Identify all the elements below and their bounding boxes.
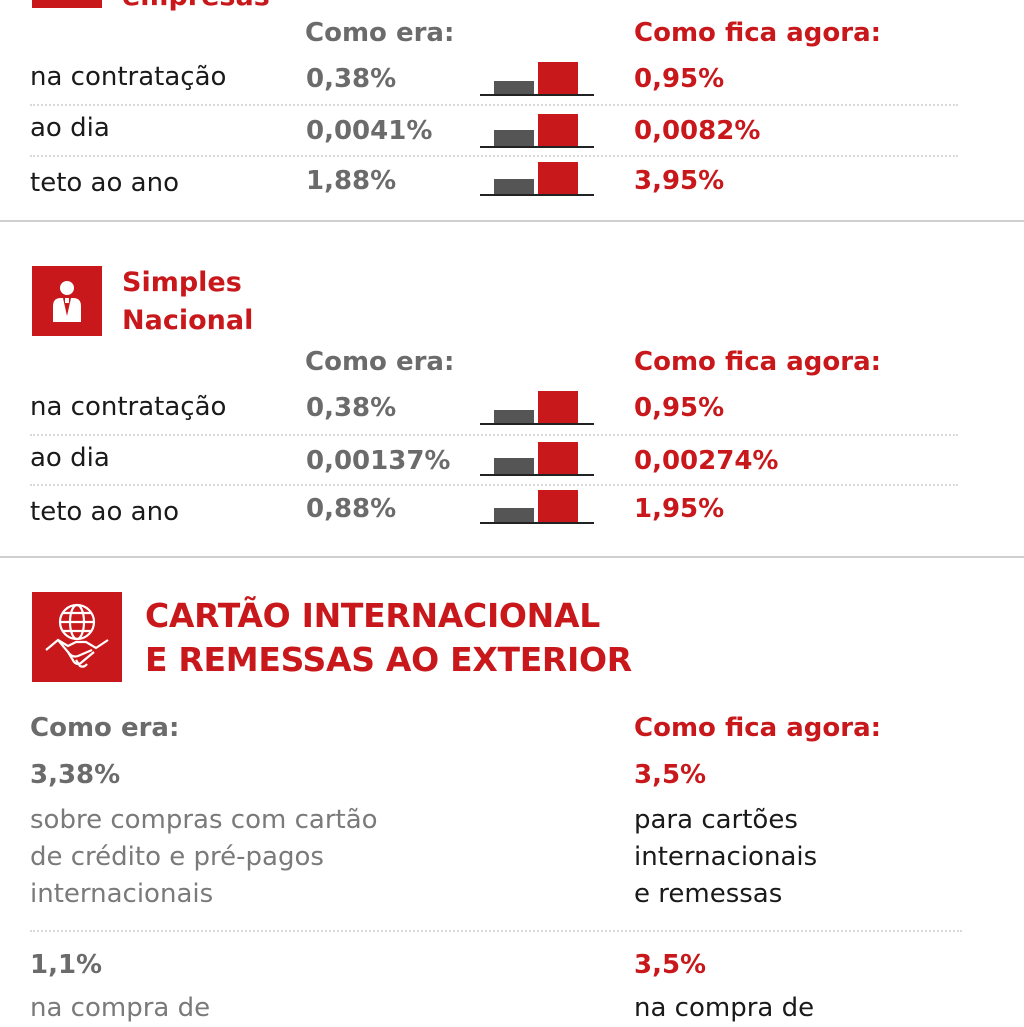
cartao-item1-new-value: 3,5% [634, 760, 707, 790]
cartao-item1-new-desc: para cartões internacionais e remessas [634, 805, 818, 909]
cartao-item1-old-value: 3,38% [30, 760, 121, 790]
cartao-col-new: Como fica agora: [634, 713, 882, 743]
new-bar [538, 442, 578, 474]
empresas-row-old: 0,0041% [306, 116, 433, 146]
empresas-row-new: 0,0082% [634, 116, 761, 146]
cartao-title-line2: E REMESSAS AO EXTERIOR [145, 640, 632, 679]
simples-title-line2: Nacional [122, 305, 254, 336]
simples-row-old: 0,38% [306, 393, 397, 423]
empresas-icon [32, 0, 102, 8]
simples-row-new: 0,00274% [634, 446, 779, 476]
cartao-item2-new-desc: na compra de [634, 993, 815, 1023]
globe-handshake-icon [32, 592, 122, 682]
simples-row-label: teto ao ano [30, 497, 179, 527]
simples-row-new: 1,95% [634, 494, 725, 524]
empresas-bar-chart [480, 56, 594, 96]
old-bar [494, 179, 534, 194]
empresas-row-old: 1,88% [306, 166, 397, 196]
simples-title-line1: Simples [122, 267, 242, 298]
new-bar [538, 162, 578, 194]
empresas-row-new: 0,95% [634, 64, 725, 94]
empresas-row-label: teto ao ano [30, 168, 179, 198]
cartao-item2-old-desc: na compra de [30, 993, 211, 1023]
simples-row-old: 0,88% [306, 494, 397, 524]
simples-bar-chart [480, 385, 594, 425]
cartao-item2-old-value: 1,1% [30, 950, 103, 980]
new-bar [538, 114, 578, 146]
empresas-title: empresas [122, 0, 270, 16]
old-bar [494, 508, 534, 522]
person-icon [32, 266, 102, 336]
new-bar [538, 490, 578, 522]
empresas-row-label: na contratação [30, 62, 227, 92]
old-bar [494, 458, 534, 474]
cartao-col-old: Como era: [30, 713, 180, 743]
empresas-row-label: ao dia [30, 113, 110, 143]
empresas-row-old: 0,38% [306, 64, 397, 94]
empresas-row-new: 3,95% [634, 166, 725, 196]
simples-col-new: Como fica agora: [634, 347, 882, 377]
simples-row-label: na contratação [30, 392, 227, 422]
simples-col-old: Como era: [305, 347, 455, 377]
cartao-item2-new-value: 3,5% [634, 950, 707, 980]
cartao-item1-old-desc: sobre compras com cartão de crédito e pr… [30, 805, 378, 909]
old-bar [494, 130, 534, 146]
new-bar [538, 391, 578, 423]
simples-row-label: ao dia [30, 443, 110, 473]
new-bar [538, 62, 578, 94]
simples-row-new: 0,95% [634, 393, 725, 423]
simples-row-old: 0,00137% [306, 446, 451, 476]
empresas-col-old: Como era: [305, 18, 455, 48]
cartao-title-line1: CARTÃO INTERNACIONAL [145, 596, 600, 635]
empresas-bar-chart [480, 108, 594, 148]
simples-bar-chart [480, 436, 594, 476]
old-bar [494, 410, 534, 423]
simples-bar-chart [480, 484, 594, 524]
empresas-bar-chart [480, 156, 594, 196]
empresas-col-new: Como fica agora: [634, 18, 882, 48]
old-bar [494, 81, 534, 94]
